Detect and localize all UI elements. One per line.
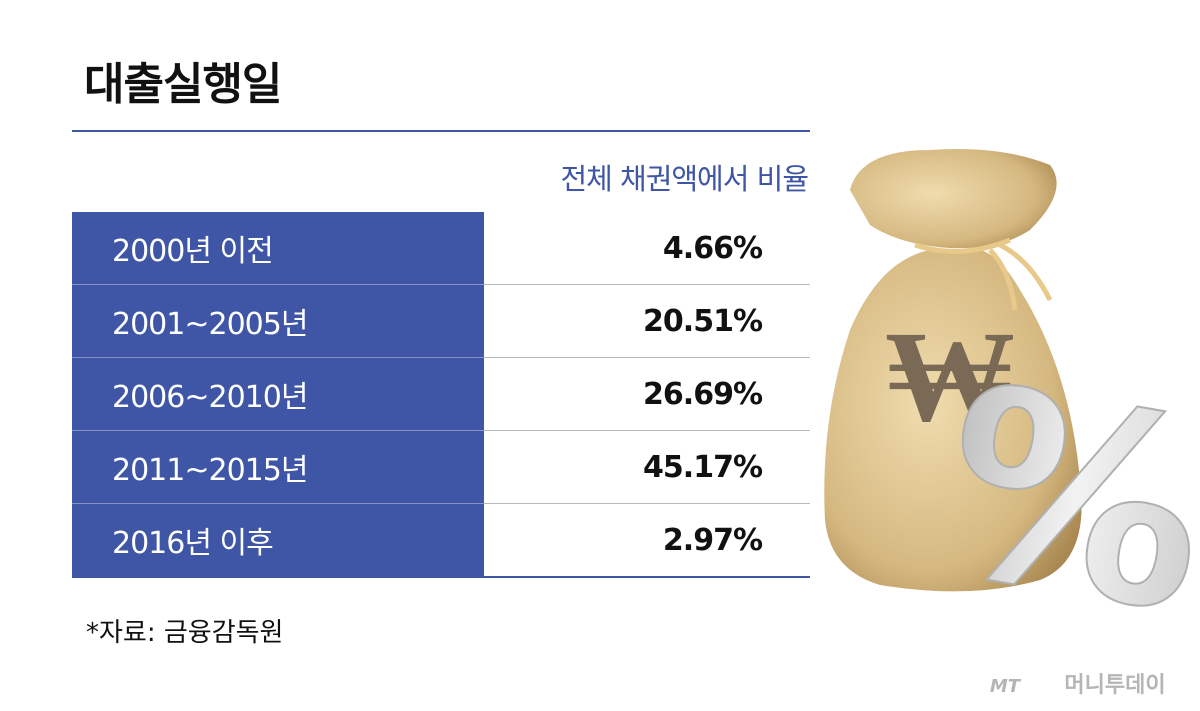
row-value: 45.17% <box>484 430 810 504</box>
table: 2000년 이전 4.66% 2001~2005년 20.51% 2006~2010년 2… <box>72 212 810 578</box>
row-value: 2.97% <box>484 503 810 578</box>
watermark: 머니투데이 <box>1064 673 1165 698</box>
row-value: 26.69% <box>484 357 810 431</box>
title: 대출실행일 <box>84 59 282 110</box>
table-row: 2016년 이후 2.97% <box>72 503 810 578</box>
table-row: 2011~2015년 45.17% <box>72 430 810 504</box>
table-row: 2006~2010년 26.69% <box>72 357 810 431</box>
row-label: 2000년 이전 <box>72 212 484 285</box>
bag-top <box>850 149 1057 249</box>
bag-symbol: ₩ <box>885 298 1015 451</box>
percent-symbol: % <box>920 330 1200 673</box>
row-value: 4.66% <box>484 212 810 285</box>
bag-string <box>914 237 1053 311</box>
row-label: 2006~2010년 <box>72 357 484 431</box>
row-label: 2011~2015년 <box>72 430 484 504</box>
table-row: 2001~2005년 20.51% <box>72 284 810 358</box>
row-value: 20.51% <box>484 284 810 358</box>
divider <box>72 130 810 132</box>
watermark-logo: MT <box>990 676 1022 697</box>
source: *자료: 금융감독원 <box>86 618 284 648</box>
table-row: 2000년 이전 4.66% <box>72 212 810 285</box>
column-header: 전체 채권액에서 비율 <box>560 162 809 196</box>
row-label: 2016년 이후 <box>72 503 484 578</box>
row-label: 2001~2005년 <box>72 284 484 358</box>
bag-body <box>824 250 1082 592</box>
